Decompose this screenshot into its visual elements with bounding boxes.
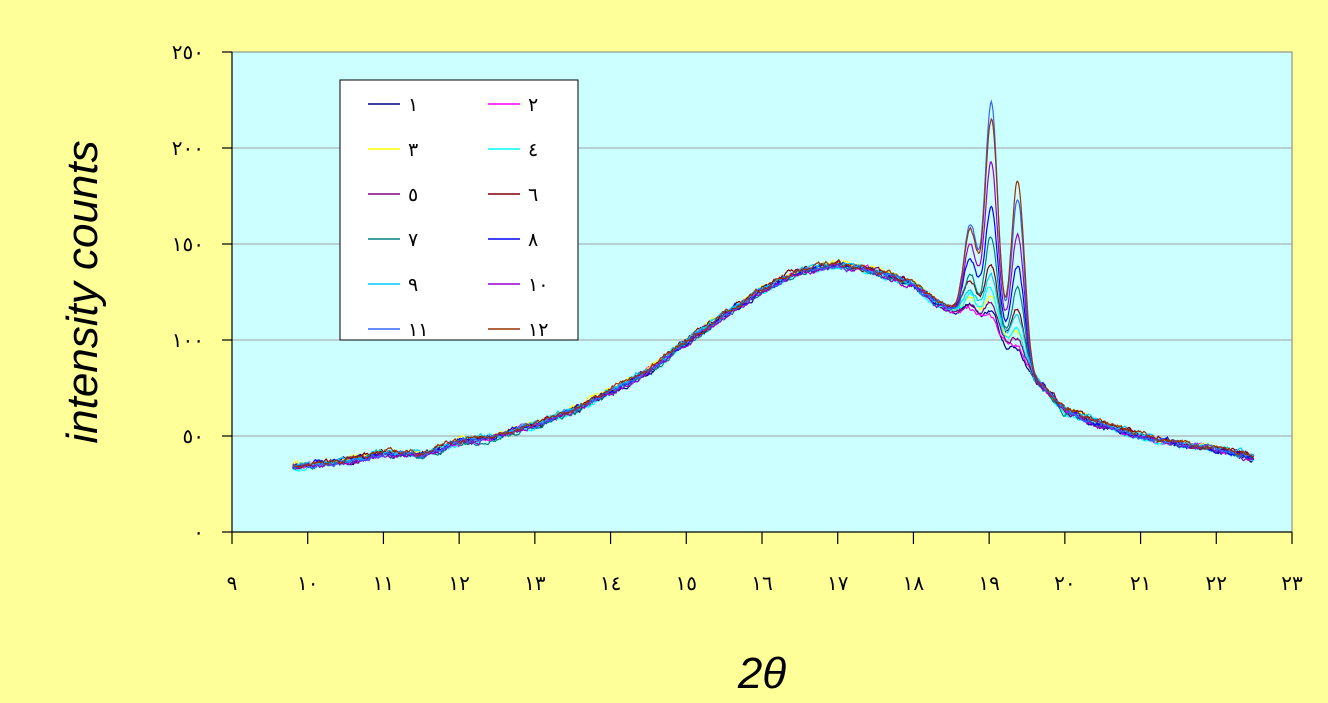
y-tick-label: ٠	[193, 520, 204, 544]
legend-label-10: ١٠	[528, 274, 548, 296]
x-tick-label: ٢٢	[1206, 571, 1227, 595]
legend-label-3: ٣	[408, 139, 418, 161]
x-tick-label: ٢٠	[1054, 571, 1075, 595]
legend-label-6: ٦	[528, 184, 538, 206]
x-tick-label: ١٤	[600, 571, 621, 595]
x-tick-label: ٢٣	[1281, 571, 1303, 595]
x-tick-label: ١٥	[676, 571, 697, 595]
y-tick-label: ٥٠	[183, 424, 204, 448]
legend-label-2: ٢	[528, 94, 538, 116]
x-tick-label: ١٩	[978, 571, 999, 595]
x-tick-label: ١٠	[297, 571, 318, 595]
y-tick-label: ٢٠٠	[172, 136, 204, 160]
x-tick-label: ١٧	[827, 571, 849, 595]
x-tick-label: ١٨	[903, 571, 925, 595]
x-tick-label: ١٣	[524, 571, 546, 595]
legend-label-8: ٨	[528, 229, 538, 251]
legend-label-7: ٧	[408, 229, 418, 251]
legend-label-11: ١١	[408, 319, 428, 341]
legend-label-4: ٤	[528, 139, 538, 161]
legend-box	[339, 79, 579, 341]
x-tick-label: ١١	[373, 571, 394, 595]
x-tick-label: ١٢	[448, 571, 469, 595]
legend-label-12: ١٢	[528, 319, 548, 341]
x-axis-title: 2θ	[737, 649, 786, 698]
x-tick-label: ١٦	[751, 571, 772, 595]
y-tick-label: ١٥٠	[172, 232, 204, 256]
x-tick-label: ٢١	[1130, 571, 1151, 595]
y-tick-label: ١٠٠	[172, 328, 204, 352]
series-line-12	[292, 117, 1255, 469]
axes: ٩ ١٠ ١١ ١٢ ١٣ ١٤ ١٥ ١٦ ١٧ ١٨ ١٩ ٢٠ ٢١ ٢٢ ٢٣٠٥٠١٠٠١٥٠٢٠…	[172, 40, 1303, 595]
legend-label-9: ٩	[408, 274, 418, 296]
y-tick-label: ٢٥٠	[172, 40, 204, 64]
x-tick-label: ٩	[227, 571, 238, 595]
legend-label-1: ١	[408, 94, 418, 116]
series-line-9	[292, 261, 1255, 468]
y-axis-title: intensity counts	[58, 140, 107, 443]
legend-label-5: ٥	[408, 184, 418, 206]
series-lines	[292, 99, 1255, 473]
